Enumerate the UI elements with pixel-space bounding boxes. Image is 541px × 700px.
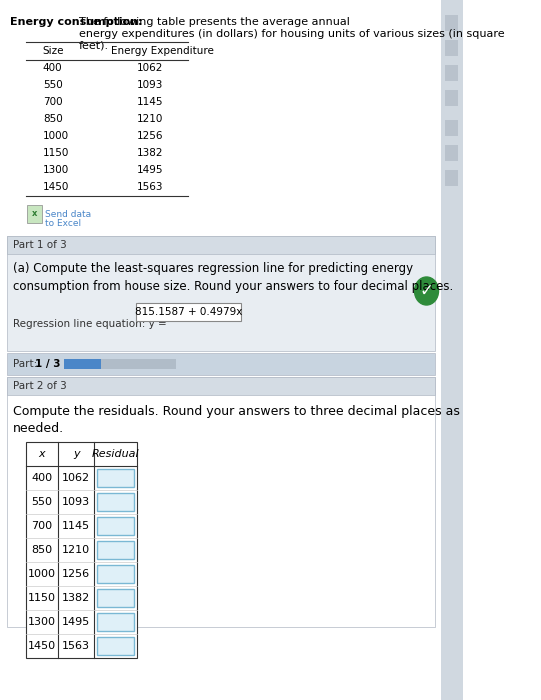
Text: (a) Compute the least-squares regression line for predicting energy
consumption : (a) Compute the least-squares regression… bbox=[13, 262, 453, 293]
FancyBboxPatch shape bbox=[97, 565, 135, 583]
FancyBboxPatch shape bbox=[445, 145, 458, 161]
Text: 1450: 1450 bbox=[43, 182, 69, 192]
Text: 850: 850 bbox=[31, 545, 52, 555]
Text: x: x bbox=[38, 449, 45, 459]
Text: 1563: 1563 bbox=[62, 641, 90, 651]
Text: 1495: 1495 bbox=[137, 165, 163, 175]
FancyBboxPatch shape bbox=[445, 65, 458, 81]
FancyBboxPatch shape bbox=[64, 359, 176, 369]
FancyBboxPatch shape bbox=[7, 236, 435, 351]
Text: 1300: 1300 bbox=[28, 617, 56, 627]
FancyBboxPatch shape bbox=[97, 613, 135, 631]
Text: 1093: 1093 bbox=[137, 80, 163, 90]
FancyBboxPatch shape bbox=[97, 637, 135, 655]
FancyBboxPatch shape bbox=[445, 170, 458, 186]
Text: The following table presents the average annual
energy expenditures (in dollars): The following table presents the average… bbox=[79, 17, 504, 50]
Text: ✓: ✓ bbox=[420, 282, 433, 300]
Text: 1495: 1495 bbox=[62, 617, 90, 627]
Text: Size: Size bbox=[43, 46, 64, 56]
Circle shape bbox=[414, 277, 439, 305]
Text: 1382: 1382 bbox=[62, 593, 90, 603]
Text: 1210: 1210 bbox=[62, 545, 90, 555]
Text: 815.1587 + 0.4979x: 815.1587 + 0.4979x bbox=[135, 307, 242, 317]
FancyBboxPatch shape bbox=[97, 589, 135, 607]
FancyBboxPatch shape bbox=[25, 442, 137, 658]
Text: Send data: Send data bbox=[44, 210, 91, 219]
FancyBboxPatch shape bbox=[7, 236, 435, 254]
FancyBboxPatch shape bbox=[7, 377, 435, 627]
Text: Energy consumption:: Energy consumption: bbox=[10, 17, 143, 27]
Text: 1000: 1000 bbox=[28, 569, 56, 579]
Text: to Excel: to Excel bbox=[44, 219, 81, 228]
Text: 1563: 1563 bbox=[137, 182, 163, 192]
FancyBboxPatch shape bbox=[97, 493, 135, 511]
Text: 850: 850 bbox=[43, 114, 63, 124]
Text: 550: 550 bbox=[43, 80, 63, 90]
Text: 1256: 1256 bbox=[137, 131, 163, 141]
Text: y: y bbox=[73, 449, 80, 459]
Text: Part:: Part: bbox=[13, 359, 41, 369]
Text: 1145: 1145 bbox=[62, 521, 90, 531]
FancyBboxPatch shape bbox=[445, 40, 458, 56]
Text: 1062: 1062 bbox=[137, 63, 163, 73]
Text: 1300: 1300 bbox=[43, 165, 69, 175]
FancyBboxPatch shape bbox=[27, 205, 42, 223]
FancyBboxPatch shape bbox=[7, 353, 435, 375]
Text: 700: 700 bbox=[43, 97, 62, 107]
Text: 1150: 1150 bbox=[43, 148, 69, 158]
FancyBboxPatch shape bbox=[7, 377, 435, 395]
FancyBboxPatch shape bbox=[136, 303, 241, 321]
Text: 1150: 1150 bbox=[28, 593, 56, 603]
FancyBboxPatch shape bbox=[97, 469, 135, 487]
Text: Part 2 of 3: Part 2 of 3 bbox=[13, 381, 67, 391]
FancyBboxPatch shape bbox=[441, 0, 463, 700]
Text: 1145: 1145 bbox=[137, 97, 163, 107]
Text: 1210: 1210 bbox=[137, 114, 163, 124]
Text: 700: 700 bbox=[31, 521, 52, 531]
Text: 1256: 1256 bbox=[62, 569, 90, 579]
FancyBboxPatch shape bbox=[97, 517, 135, 535]
FancyBboxPatch shape bbox=[445, 120, 458, 136]
Text: 1450: 1450 bbox=[28, 641, 56, 651]
Text: 1000: 1000 bbox=[43, 131, 69, 141]
Text: 400: 400 bbox=[43, 63, 62, 73]
Text: Residual: Residual bbox=[92, 449, 140, 459]
Text: 1 / 3: 1 / 3 bbox=[35, 359, 61, 369]
Text: Energy Expenditure: Energy Expenditure bbox=[111, 46, 214, 56]
Text: 400: 400 bbox=[31, 473, 52, 483]
FancyBboxPatch shape bbox=[445, 15, 458, 31]
Text: 1062: 1062 bbox=[62, 473, 90, 483]
FancyBboxPatch shape bbox=[97, 541, 135, 559]
FancyBboxPatch shape bbox=[445, 90, 458, 106]
Text: 1093: 1093 bbox=[62, 497, 90, 507]
Text: Compute the residuals. Round your answers to three decimal places as
needed.: Compute the residuals. Round your answer… bbox=[13, 405, 460, 435]
FancyBboxPatch shape bbox=[64, 359, 101, 369]
Text: 550: 550 bbox=[31, 497, 52, 507]
Text: Part 1 of 3: Part 1 of 3 bbox=[13, 240, 67, 250]
Text: x: x bbox=[31, 209, 37, 218]
Text: Regression line equation: ŷ =: Regression line equation: ŷ = bbox=[13, 318, 167, 329]
Text: 1382: 1382 bbox=[137, 148, 163, 158]
